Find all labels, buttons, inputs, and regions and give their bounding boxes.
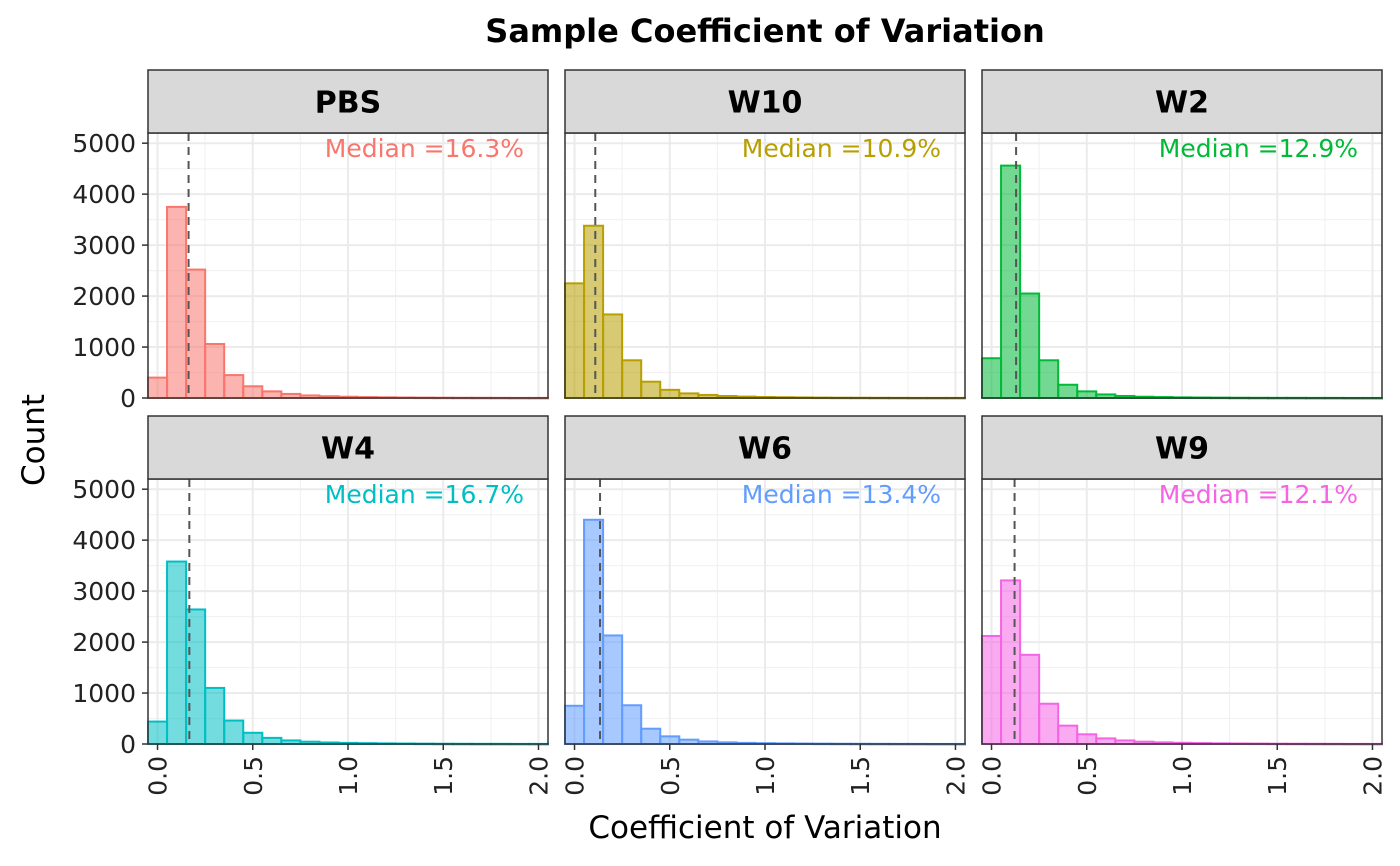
panel-w6: Median =13.4% W6 0.0 0.5 1.0 1.5 2.0	[561, 415, 970, 796]
strip-background	[147, 69, 549, 134]
y-tick-label: 0	[120, 384, 136, 413]
y-tick-label: 2000	[72, 628, 136, 657]
panel-w10: Median =10.9% W10	[564, 69, 967, 400]
histogram-bar	[242, 731, 264, 745]
y-tick-label: 1000	[72, 333, 136, 362]
histogram-bar	[166, 205, 188, 399]
y-tick-label: 2000	[72, 282, 136, 311]
histogram-bar	[261, 390, 283, 399]
x-tick-label: 0.0	[561, 756, 590, 796]
histogram-bar	[223, 719, 245, 745]
histogram-bar	[147, 376, 169, 400]
x-tick-label: 1.0	[334, 756, 363, 796]
panel-w4: Median =16.7% W4 0 1000 2000 3000 4000 5000 0.0 0…	[72, 415, 553, 796]
median-annotation: Median =12.9%	[1159, 134, 1358, 163]
panel-w2: Median =12.9% W2	[981, 69, 1384, 400]
histogram-bar	[1019, 292, 1041, 399]
histogram-bar	[1057, 724, 1079, 746]
y-tick-label: 4000	[72, 526, 136, 555]
x-tick-label: 0.5	[656, 756, 685, 796]
histogram-bar	[223, 374, 245, 400]
x-tick-label: 0.0	[978, 756, 1007, 796]
chart-title: Sample Coefficient of Variation	[485, 12, 1044, 50]
y-axis-label: Count	[16, 394, 52, 486]
x-tick-label: 0.5	[1073, 756, 1102, 796]
panel-pbs: Median =16.3% PBS 0 1000 2000 3000 4000 5000	[72, 69, 550, 413]
histogram-bar	[242, 385, 264, 399]
histogram-bar	[602, 313, 624, 399]
x-tick-label: 2.0	[1358, 756, 1387, 796]
histogram-bar	[204, 686, 226, 746]
histogram-bar	[1000, 164, 1022, 399]
histogram-bar	[1019, 653, 1041, 746]
x-tick-label: 1.0	[751, 756, 780, 796]
histogram-bar	[640, 380, 662, 400]
x-axis-label: Coefficient of Variation	[588, 810, 941, 846]
histogram-bar	[640, 727, 662, 746]
median-annotation: Median =16.3%	[325, 134, 524, 163]
median-annotation: Median =10.9%	[742, 134, 941, 163]
y-tick-label: 5000	[72, 475, 136, 504]
histogram-bar	[1076, 733, 1098, 746]
histogram-bar	[1076, 390, 1098, 399]
histogram-bar	[1038, 359, 1060, 399]
x-tick-label: 1.5	[429, 756, 458, 796]
histogram-bar	[1095, 737, 1117, 745]
y-tick-label: 4000	[72, 180, 136, 209]
strip-label: W9	[1155, 432, 1209, 467]
strip-background	[147, 415, 549, 480]
y-tick-label: 1000	[72, 679, 136, 708]
y-tick-label: 3000	[72, 231, 136, 260]
x-tick-label: 0.5	[239, 756, 268, 796]
histogram-bar	[981, 634, 1003, 746]
histogram-bar	[564, 704, 586, 746]
histogram-bar	[166, 560, 188, 745]
histogram-bar	[1000, 579, 1022, 745]
histogram-bar	[659, 388, 681, 400]
y-tick-label: 0	[120, 730, 136, 759]
panel-w9: Median =12.1% W9 0.0 0.5 1.0 1.5 2.0	[978, 415, 1387, 796]
x-tick-label: 1.5	[1263, 756, 1292, 796]
histogram-bar	[204, 342, 226, 400]
histogram-bar	[1057, 383, 1079, 399]
histogram-bar	[261, 736, 283, 746]
strip-label: W4	[321, 432, 375, 467]
histogram-bar	[602, 634, 624, 745]
x-tick-label: 2.0	[941, 756, 970, 796]
histogram-bar	[659, 735, 681, 746]
histogram-bar	[1038, 702, 1060, 745]
strip-label: W2	[1155, 86, 1209, 121]
strip-background	[981, 69, 1383, 134]
histogram-bar	[621, 704, 643, 745]
y-tick-label: 5000	[72, 129, 136, 158]
strip-background	[981, 415, 1383, 480]
y-tick-label: 3000	[72, 577, 136, 606]
median-annotation: Median =13.4%	[742, 480, 941, 509]
histogram-bar	[583, 224, 605, 399]
strip-background	[564, 69, 966, 134]
median-annotation: Median =16.7%	[325, 480, 524, 509]
histogram-bar	[981, 357, 1003, 399]
strip-label: PBS	[315, 86, 381, 121]
x-tick-label: 2.0	[524, 756, 553, 796]
x-tick-label: 1.5	[846, 756, 875, 796]
histogram-bar	[564, 282, 586, 400]
x-tick-label: 1.0	[1168, 756, 1197, 796]
strip-label: W6	[738, 432, 792, 467]
histogram-bar	[621, 359, 643, 399]
strip-label: W10	[728, 86, 803, 121]
x-tick-label: 0.0	[144, 756, 173, 796]
strip-background	[564, 415, 966, 480]
histogram-bar	[147, 720, 169, 745]
median-annotation: Median =12.1%	[1159, 480, 1358, 509]
